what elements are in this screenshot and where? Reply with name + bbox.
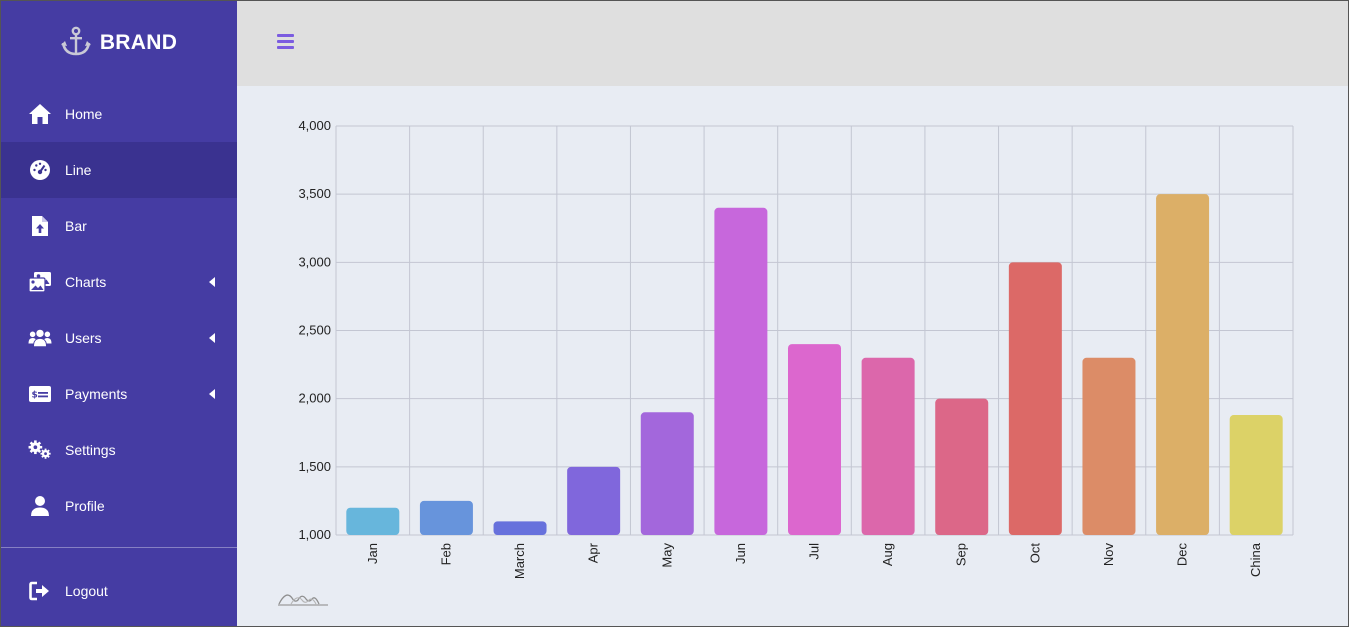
logout-button[interactable]: Logout	[0, 563, 237, 619]
x-tick-label: March	[512, 543, 527, 579]
y-tick-label: 3,500	[298, 186, 331, 201]
money-check-icon: $	[28, 382, 52, 406]
y-tick-label: 2,000	[298, 391, 331, 406]
bar-nov	[1082, 357, 1136, 535]
bar-jul	[787, 344, 842, 535]
bar-feb	[419, 500, 473, 535]
svg-text:$: $	[32, 391, 38, 401]
logout-label: Logout	[65, 583, 108, 599]
sidebar-item-payments[interactable]: $ Payments	[0, 366, 237, 422]
bar-china	[1229, 415, 1283, 535]
bar-may	[640, 412, 694, 535]
hamburger-icon[interactable]	[277, 34, 294, 49]
sidebar-item-label: Line	[65, 162, 92, 178]
chart-logo-icon	[277, 588, 329, 608]
sidebar-divider	[0, 547, 237, 548]
y-tick-label: 2,500	[298, 323, 331, 338]
bar-oct	[1008, 262, 1062, 535]
y-tick-label: 1,000	[298, 527, 331, 542]
sidebar-item-label: Home	[65, 106, 103, 122]
bar-march	[493, 521, 547, 535]
sidebar-item-label: Charts	[65, 274, 107, 290]
caret-left-icon	[209, 389, 215, 399]
sidebar-item-settings[interactable]: Settings	[0, 422, 237, 478]
sidebar: BRAND Home Line Bar Charts	[0, 0, 237, 627]
sidebar-item-charts[interactable]: Charts	[0, 254, 237, 310]
sidebar-item-label: Payments	[65, 386, 128, 402]
x-tick-label: Feb	[438, 543, 453, 565]
sidebar-item-label: Users	[65, 330, 102, 346]
x-tick-label: Nov	[1101, 543, 1116, 567]
y-tick-label: 3,000	[298, 254, 331, 269]
bar-jun	[714, 207, 768, 536]
cogs-icon	[28, 438, 52, 462]
brand-name: BRAND	[99, 31, 178, 54]
images-icon	[28, 270, 52, 294]
x-tick-label: Sep	[954, 543, 969, 566]
topbar	[237, 0, 1349, 86]
caret-left-icon	[209, 277, 215, 287]
sidebar-item-profile[interactable]: Profile	[0, 478, 237, 534]
file-upload-icon	[28, 214, 52, 238]
bar-aug	[861, 357, 915, 535]
dashboard-icon	[28, 158, 52, 182]
x-tick-label: China	[1248, 542, 1263, 577]
sign-out-icon	[28, 579, 52, 603]
sidebar-item-bar[interactable]: Bar	[0, 198, 237, 254]
brand[interactable]: BRAND	[0, 0, 237, 86]
bar-sep	[935, 398, 989, 535]
bar-jan	[346, 507, 400, 535]
sidebar-item-label: Settings	[65, 442, 116, 458]
bar-dec	[1156, 194, 1210, 535]
sidebar-item-home[interactable]: Home	[0, 86, 237, 142]
sidebar-item-logout[interactable]: Logout	[0, 563, 237, 619]
anchor-icon	[60, 26, 92, 61]
sidebar-item-users[interactable]: Users	[0, 310, 237, 366]
home-icon	[28, 102, 52, 126]
bar-chart: 1,000 1,500 2,000 2,500 3,000 3,500 4,000 Jan Fe…	[237, 86, 1349, 627]
x-tick-label: Oct	[1027, 543, 1042, 564]
y-tick-label: 4,000	[298, 118, 331, 133]
bar-apr	[567, 466, 621, 535]
y-tick-label: 1,500	[298, 459, 331, 474]
x-tick-label: Jun	[733, 543, 748, 564]
x-tick-label: Apr	[586, 542, 601, 563]
x-tick-label: May	[659, 543, 674, 568]
x-tick-label: Jan	[365, 543, 380, 564]
caret-left-icon	[209, 333, 215, 343]
sidebar-item-label: Bar	[65, 218, 87, 234]
users-icon	[28, 326, 52, 350]
x-tick-label: Aug	[880, 543, 895, 566]
sidebar-menu: Home Line Bar Charts Users	[0, 86, 237, 534]
sidebar-item-line[interactable]: Line	[0, 142, 237, 198]
x-tick-label: Dec	[1175, 543, 1190, 567]
x-tick-label: Jul	[807, 543, 822, 560]
chart-svg: 1,000 1,500 2,000 2,500 3,000 3,500 4,000 Jan Fe…	[298, 118, 1294, 579]
user-icon	[28, 494, 52, 518]
sidebar-item-label: Profile	[65, 498, 105, 514]
